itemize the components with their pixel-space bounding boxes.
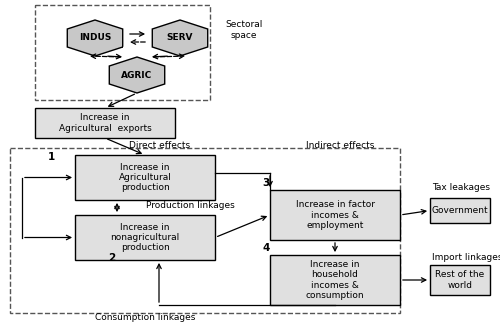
Text: Increase in
Agricultural
production: Increase in Agricultural production [118, 162, 172, 192]
Text: 4: 4 [262, 243, 270, 253]
Bar [35, 5, 210, 100]
Bar [430, 265, 490, 295]
Text: Tax leakages: Tax leakages [432, 184, 490, 192]
Text: Indirect effects: Indirect effects [306, 140, 374, 150]
Bar [10, 148, 400, 313]
Bar [75, 215, 215, 260]
Bar [75, 155, 215, 200]
Text: Production linkages: Production linkages [146, 201, 234, 210]
Text: 3: 3 [263, 178, 270, 188]
Bar [35, 108, 175, 138]
Text: Rest of the
world: Rest of the world [436, 270, 484, 290]
Text: AGRIC: AGRIC [122, 71, 152, 80]
Text: INDUS: INDUS [79, 33, 111, 43]
Text: 2: 2 [108, 253, 115, 263]
Bar [270, 255, 400, 305]
Text: SERV: SERV [167, 33, 193, 43]
Text: Increase in
Agricultural  exports: Increase in Agricultural exports [58, 113, 152, 133]
Text: Sectoral
space: Sectoral space [225, 20, 262, 40]
Text: Consumption linkages: Consumption linkages [95, 314, 195, 322]
Bar [270, 190, 400, 240]
Text: Increase in
nonagricultural
production: Increase in nonagricultural production [110, 223, 180, 253]
Polygon shape [152, 20, 208, 56]
Text: 1: 1 [48, 152, 55, 162]
Text: Increase in factor
incomes &
employment: Increase in factor incomes & employment [296, 200, 374, 230]
Polygon shape [110, 57, 164, 93]
Polygon shape [68, 20, 122, 56]
Text: Increase in
household
incomes &
consumption: Increase in household incomes & consumpt… [306, 260, 364, 300]
Text: Import linkages: Import linkages [432, 253, 500, 262]
Text: Direct effects: Direct effects [130, 140, 190, 150]
Text: Government: Government [432, 206, 488, 215]
Bar [430, 198, 490, 223]
